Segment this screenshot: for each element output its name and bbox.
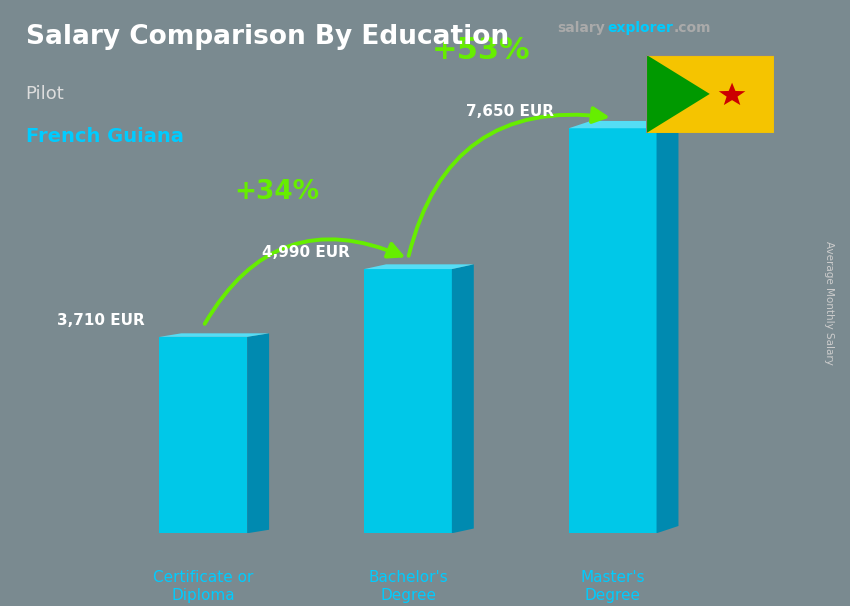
Text: Certificate or
Diploma: Certificate or Diploma	[153, 570, 253, 603]
Polygon shape	[247, 333, 269, 533]
Text: 4,990 EUR: 4,990 EUR	[262, 245, 349, 260]
Text: 7,650 EUR: 7,650 EUR	[466, 104, 554, 119]
Polygon shape	[646, 55, 774, 133]
Polygon shape	[160, 337, 247, 533]
Polygon shape	[569, 128, 656, 533]
Text: Pilot: Pilot	[26, 85, 65, 103]
Text: 3,710 EUR: 3,710 EUR	[57, 313, 144, 328]
Text: +53%: +53%	[432, 36, 530, 65]
Text: salary: salary	[557, 21, 604, 35]
Text: .com: .com	[674, 21, 711, 35]
Text: Bachelor's
Degree: Bachelor's Degree	[368, 570, 448, 603]
Polygon shape	[656, 121, 678, 533]
Polygon shape	[646, 55, 710, 133]
Polygon shape	[364, 269, 452, 533]
Polygon shape	[569, 121, 678, 128]
Text: +34%: +34%	[234, 179, 319, 205]
Text: Average Monthly Salary: Average Monthly Salary	[824, 241, 834, 365]
Text: Master's
Degree: Master's Degree	[581, 570, 645, 603]
Polygon shape	[160, 333, 269, 337]
Polygon shape	[364, 264, 473, 269]
Polygon shape	[452, 264, 473, 533]
Polygon shape	[719, 82, 745, 105]
Text: French Guiana: French Guiana	[26, 127, 184, 146]
Text: Salary Comparison By Education: Salary Comparison By Education	[26, 24, 508, 50]
Text: explorer: explorer	[608, 21, 673, 35]
